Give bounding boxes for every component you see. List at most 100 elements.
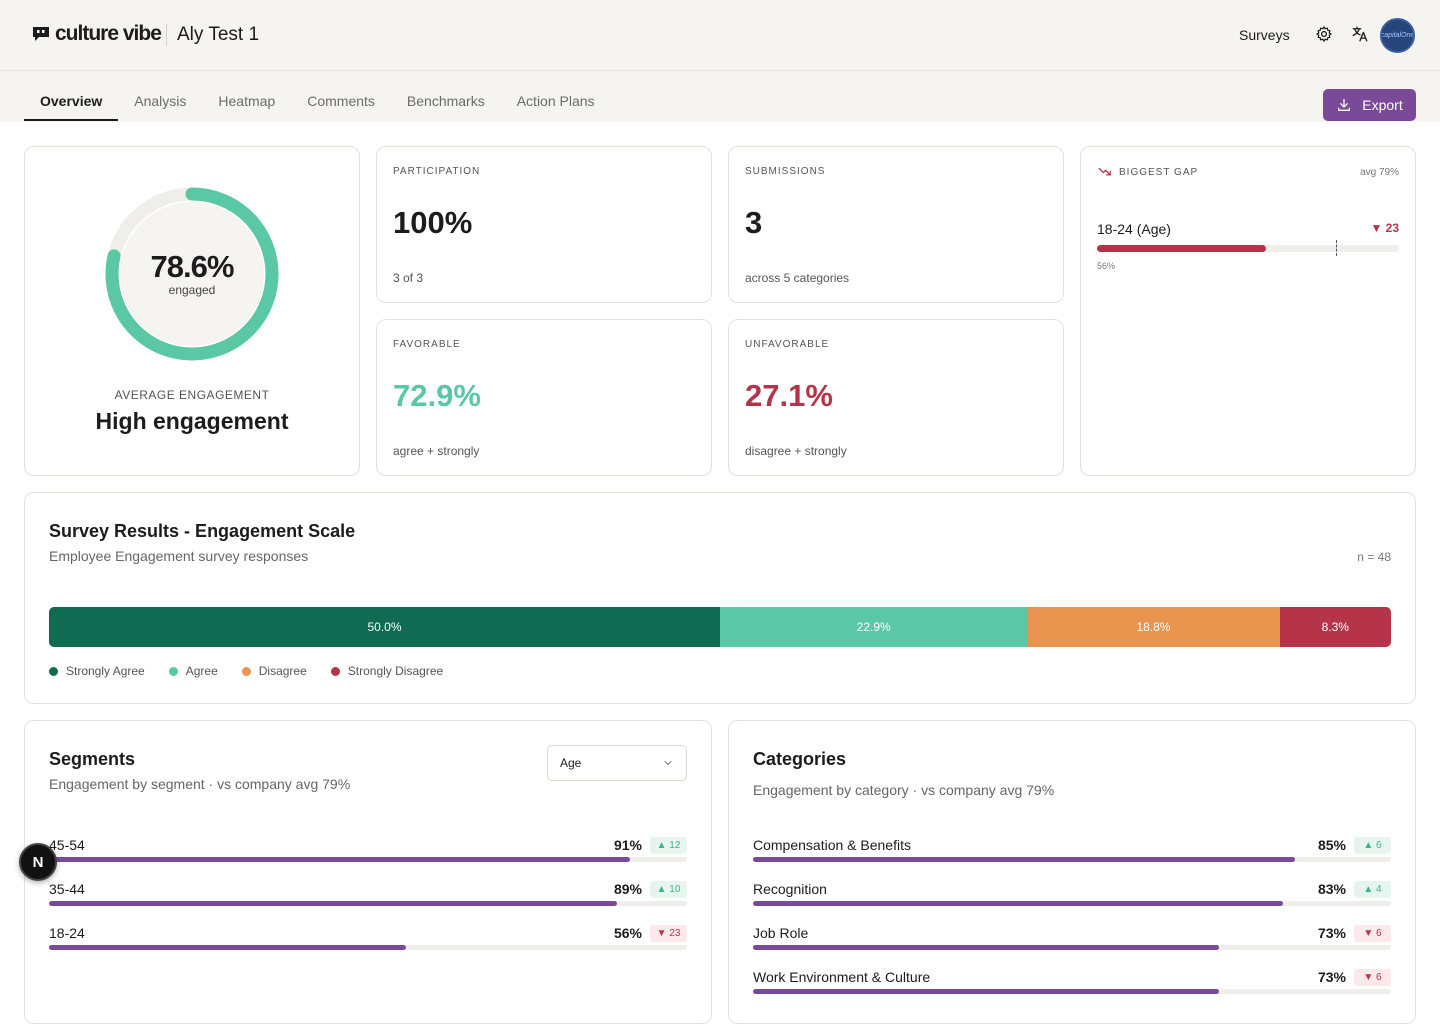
dev-tools-badge[interactable]: N	[19, 843, 57, 881]
trending-down-icon	[1098, 167, 1111, 176]
legend-label: Disagree	[258, 664, 307, 678]
survey-results-card: Survey Results - Engagement Scale Employ…	[24, 492, 1416, 704]
row-label: Job Role	[753, 925, 809, 941]
legend-item: Agree	[168, 664, 218, 678]
row-bar-fill	[49, 857, 630, 862]
tab-heatmap[interactable]: Heatmap	[218, 93, 276, 109]
gap-avg-marker	[1335, 240, 1337, 256]
categories-row[interactable]: Recognition 83% ▲ 4	[753, 881, 1391, 911]
engagement-value: 78.6%	[150, 249, 235, 284]
export-button[interactable]: Export	[1323, 89, 1416, 121]
engagement-sub: engaged	[168, 283, 216, 297]
row-bar-fill	[753, 857, 1296, 862]
stack-segment-agree[interactable]: 22.9%	[720, 607, 1028, 647]
row-value: 73%	[1317, 925, 1346, 941]
tab-bar: Overview Analysis Heatmap Comments Bench…	[24, 72, 611, 122]
chat-bubble-icon	[33, 27, 49, 41]
kpi-label: UNFAVORABLE	[745, 339, 830, 350]
kpi-note: across 5 categories	[745, 271, 850, 285]
engagement-level: High engagement	[95, 408, 289, 434]
survey-results-subtitle: Employee Engagement survey responses	[49, 548, 309, 564]
biggest-gap-card: BIGGEST GAP avg 79% 18-24 (Age) ▼ 23 56%	[1080, 146, 1416, 476]
gap-bar-fill	[1097, 245, 1267, 252]
logo-text: culture vibe	[55, 22, 162, 45]
engagement-ring	[105, 187, 279, 361]
tab-overview[interactable]: Overview	[24, 72, 119, 121]
row-value: 56%	[613, 925, 642, 941]
categories-card: Categories Engagement by category · vs c…	[728, 720, 1416, 1024]
row-value: 73%	[1317, 969, 1346, 985]
delta-badge: ▲ 4	[1354, 881, 1391, 898]
legend-label: Strongly Disagree	[347, 664, 444, 678]
delta-badge: ▲ 6	[1354, 837, 1391, 854]
legend-dot	[241, 666, 251, 676]
kpi-value: 27.1%	[745, 378, 833, 413]
gear-icon[interactable]	[1315, 25, 1333, 43]
stack-segment-strongly-agree[interactable]: 50.0%	[49, 607, 720, 647]
tab-benchmarks[interactable]: Benchmarks	[406, 93, 485, 109]
download-icon	[1338, 99, 1351, 111]
gap-avg: avg 79%	[1360, 167, 1399, 178]
row-bar-track	[49, 901, 687, 906]
stack-segment-disagree[interactable]: 18.8%	[1027, 607, 1280, 647]
segment-select-value: Age	[560, 756, 582, 770]
kpi-label: FAVORABLE	[393, 339, 461, 350]
row-bar-track	[49, 857, 687, 862]
segments-card: Segments Engagement by segment · vs comp…	[24, 720, 712, 1024]
gap-header: BIGGEST GAP	[1097, 165, 1198, 179]
tab-analysis[interactable]: Analysis	[134, 93, 187, 109]
surveys-link[interactable]: Surveys	[1239, 27, 1290, 43]
participation-card: PARTICIPATION 100% 3 of 3	[376, 146, 712, 303]
legend-item: Strongly Agree	[49, 664, 145, 678]
gap-value: 56%	[1097, 261, 1116, 271]
delta-badge: ▼ 6	[1354, 925, 1391, 942]
categories-row[interactable]: Compensation & Benefits 85% ▲ 6	[753, 837, 1391, 867]
top-header: culture vibe Aly Test 1 Surveys capitalO…	[0, 0, 1440, 71]
segments-row[interactable]: 35-44 89% ▲ 10	[49, 881, 687, 911]
engagement-ring-arc	[105, 187, 279, 361]
segments-row[interactable]: 18-24 56% ▼ 23	[49, 925, 687, 955]
engagement-card: 78.6% engaged AVERAGE ENGAGEMENT High en…	[24, 146, 360, 476]
row-bar-fill	[753, 945, 1219, 950]
chevron-down-icon	[664, 761, 672, 766]
row-bar-track	[753, 989, 1391, 994]
kpi-note: agree + strongly	[393, 444, 480, 458]
stack-segment-strongly-disagree[interactable]: 8.3%	[1279, 607, 1391, 647]
row-bar-fill	[49, 901, 617, 906]
row-label: 45-54	[49, 837, 85, 853]
kpi-note: disagree + strongly	[745, 444, 847, 458]
kpi-label: PARTICIPATION	[393, 166, 481, 177]
segments-row[interactable]: 45-54 91% ▲ 12	[49, 837, 687, 867]
legend-label: Strongly Agree	[66, 664, 145, 678]
kpi-note: 3 of 3	[393, 271, 424, 285]
kpi-value: 100%	[393, 205, 473, 240]
submissions-card: SUBMISSIONS 3 across 5 categories	[728, 146, 1064, 303]
segment-select[interactable]: Age	[547, 745, 687, 781]
unfavorable-card: UNFAVORABLE 27.1% disagree + strongly	[728, 319, 1064, 476]
logo[interactable]: culture vibe	[32, 22, 162, 46]
row-bar-fill	[753, 901, 1283, 906]
kpi-value: 72.9%	[393, 378, 481, 413]
delta-badge: ▲ 10	[650, 881, 687, 898]
survey-results-title: Survey Results - Engagement Scale	[49, 521, 356, 541]
translate-icon[interactable]	[1351, 25, 1369, 43]
sample-size: n = 48	[1357, 550, 1391, 564]
row-value: 83%	[1317, 881, 1346, 897]
tab-comments[interactable]: Comments	[307, 93, 375, 109]
tab-action-plans[interactable]: Action Plans	[516, 93, 595, 109]
segments-subtitle: Engagement by segment · vs company avg 7…	[49, 776, 351, 792]
legend-dot	[168, 666, 178, 676]
legend: Strongly Agree Agree Disagree Strongly D…	[49, 664, 443, 678]
categories-title: Categories	[753, 749, 847, 769]
dev-badge-letter: N	[32, 853, 44, 871]
categories-row[interactable]: Work Environment & Culture 73% ▼ 6	[753, 969, 1391, 999]
avatar[interactable]: capitalOne	[1380, 18, 1415, 53]
row-bar-track	[753, 857, 1391, 862]
categories-row[interactable]: Job Role 73% ▼ 6	[753, 925, 1391, 955]
delta-badge: ▼ 6	[1354, 969, 1391, 986]
row-bar-track	[49, 945, 687, 950]
kpi-label: SUBMISSIONS	[745, 166, 826, 177]
export-label: Export	[1362, 97, 1403, 113]
row-label: 35-44	[49, 881, 85, 897]
legend-dot	[330, 666, 340, 676]
